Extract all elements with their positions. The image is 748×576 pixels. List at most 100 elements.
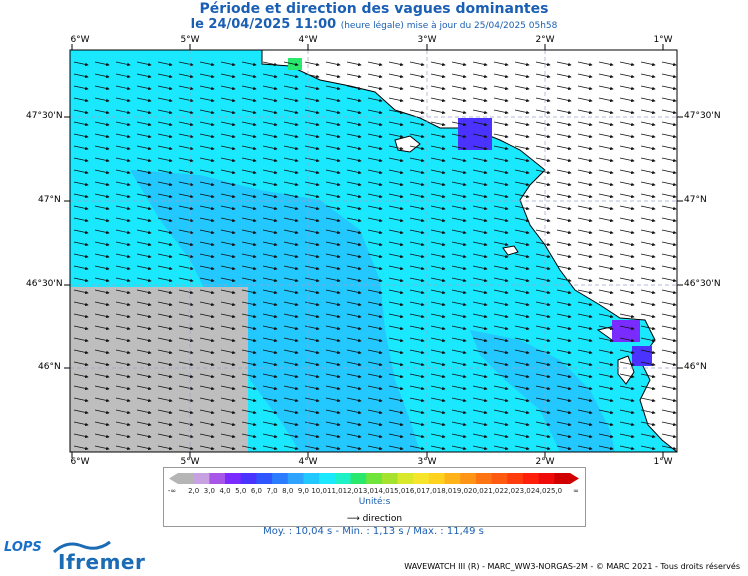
direction-arrow: [388, 133, 404, 139]
direction-arrow: [367, 121, 383, 127]
direction-arrow: [577, 349, 593, 355]
direction-arrow: [556, 397, 572, 403]
direction-arrow: [598, 325, 614, 331]
direction-arrow: [94, 301, 110, 307]
direction-arrow: [94, 433, 110, 439]
direction-arrow: [388, 217, 404, 223]
direction-arrow: [241, 265, 257, 271]
direction-arrow: [661, 205, 677, 211]
direction-arrow: [325, 313, 341, 319]
direction-arrow: [220, 265, 236, 271]
direction-arrow: [115, 241, 131, 247]
direction-arrow: [199, 361, 215, 367]
direction-arrow: [136, 145, 152, 151]
direction-arrow: [241, 169, 257, 175]
direction-arrow: [283, 133, 299, 139]
direction-arrow: [73, 73, 89, 79]
direction-arrow: [304, 397, 320, 403]
direction-arrow: [199, 325, 215, 331]
direction-arrow: [94, 85, 110, 91]
direction-arrow: [136, 193, 152, 199]
direction-arrow: [262, 385, 278, 391]
direction-arrow: [346, 433, 362, 439]
direction-arrow: [556, 61, 572, 67]
direction-arrow: [325, 397, 341, 403]
direction-arrow: [304, 97, 320, 103]
direction-arrow: [157, 193, 173, 199]
direction-arrow: [472, 97, 488, 103]
direction-arrow: [73, 145, 89, 151]
direction-arrow: [661, 265, 677, 271]
direction-arrow: [325, 277, 341, 283]
direction-arrow: [94, 157, 110, 163]
direction-arrow: [493, 217, 509, 223]
direction-arrow: [514, 313, 530, 319]
direction-arrow: [514, 181, 530, 187]
direction-arrow: [556, 301, 572, 307]
direction-arrow: [451, 85, 467, 91]
direction-arrow: [220, 337, 236, 343]
direction-arrow: [640, 313, 656, 319]
direction-arrow: [115, 289, 131, 295]
direction-arrow: [535, 181, 551, 187]
direction-arrow: [325, 157, 341, 163]
direction-arrow: [157, 145, 173, 151]
direction-arrow: [367, 61, 383, 67]
direction-arrow: [388, 253, 404, 259]
direction-arrow: [178, 289, 194, 295]
scale-tick-label: 9,0: [297, 487, 310, 495]
direction-arrow: [262, 193, 278, 199]
direction-arrow: [619, 73, 635, 79]
direction-arrow: [367, 133, 383, 139]
direction-arrow: [619, 205, 635, 211]
lat-label-right-4630: 46°30'N: [684, 279, 721, 289]
direction-arrow: [640, 169, 656, 175]
direction-arrow: [262, 169, 278, 175]
direction-arrow: [346, 409, 362, 415]
direction-arrow: [283, 241, 299, 247]
direction-arrow: [451, 445, 467, 451]
direction-arrow: [199, 313, 215, 319]
direction-arrow: [640, 433, 656, 439]
direction-arrow: [577, 97, 593, 103]
direction-arrow: [220, 361, 236, 367]
direction-arrow: [430, 445, 446, 451]
direction-arrow: [514, 229, 530, 235]
direction-arrow: [325, 229, 341, 235]
direction-arrow: [241, 229, 257, 235]
direction-arrow: [598, 397, 614, 403]
direction-arrow: [283, 445, 299, 451]
direction-arrow: [556, 433, 572, 439]
direction-arrow: [619, 181, 635, 187]
scale-tick-label: 11,0: [327, 487, 343, 495]
direction-arrow: [598, 109, 614, 115]
direction-arrow: [241, 145, 257, 151]
direction-arrow: [262, 253, 278, 259]
direction-arrow: [388, 169, 404, 175]
direction-arrow: [241, 121, 257, 127]
direction-arrow: [115, 169, 131, 175]
direction-arrow: [262, 97, 278, 103]
direction-arrow: [388, 301, 404, 307]
direction-arrow: [472, 373, 488, 379]
direction-arrow: [367, 361, 383, 367]
scale-tick-label: 18,0: [436, 487, 453, 495]
direction-arrow: [199, 253, 215, 259]
direction-arrow: [451, 73, 467, 79]
direction-arrow: [388, 109, 404, 115]
direction-arrow: [94, 385, 110, 391]
direction-arrow: [493, 241, 509, 247]
direction-arrow: [94, 241, 110, 247]
direction-arrow: [409, 373, 425, 379]
direction-arrow: [94, 169, 110, 175]
direction-arrow: [136, 253, 152, 259]
direction-arrow: [199, 181, 215, 187]
direction-arrow: [262, 325, 278, 331]
direction-arrow: [220, 181, 236, 187]
direction-arrow: [598, 169, 614, 175]
direction-arrow: [241, 361, 257, 367]
direction-arrow: [535, 169, 551, 175]
direction-arrow: [451, 121, 467, 127]
direction-arrow: [94, 445, 110, 451]
direction-arrow: [199, 349, 215, 355]
